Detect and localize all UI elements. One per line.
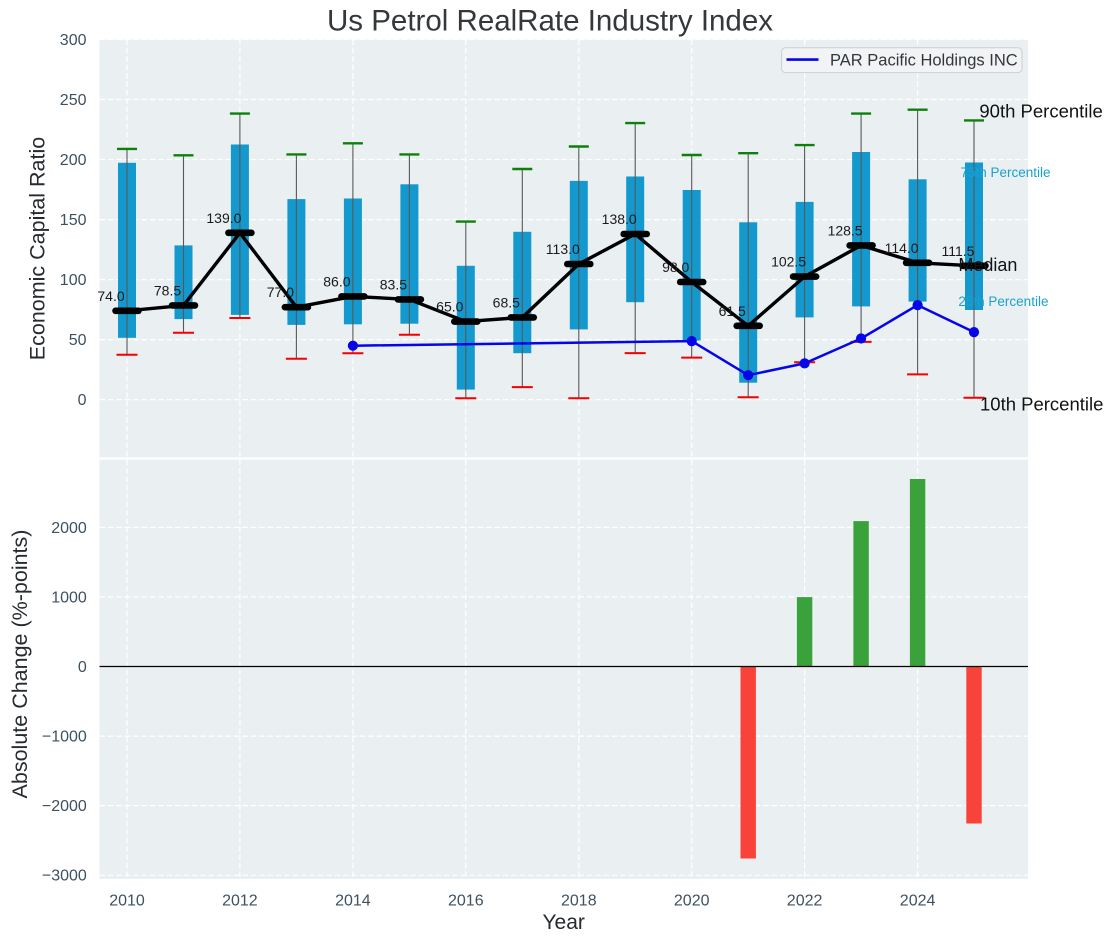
svg-text:2012: 2012 — [222, 893, 258, 910]
svg-text:2020: 2020 — [674, 893, 710, 910]
svg-text:2022: 2022 — [787, 893, 823, 910]
svg-text:−2000: −2000 — [42, 798, 87, 815]
svg-text:1000: 1000 — [51, 589, 87, 606]
svg-text:−3000: −3000 — [42, 868, 87, 885]
svg-text:102.5: 102.5 — [771, 254, 806, 270]
svg-text:65.0: 65.0 — [436, 299, 463, 315]
svg-text:0: 0 — [78, 659, 87, 676]
svg-text:0: 0 — [78, 392, 87, 409]
svg-text:61.5: 61.5 — [719, 303, 746, 319]
svg-text:75th Percentile: 75th Percentile — [961, 165, 1051, 180]
svg-text:10th Percentile: 10th Percentile — [980, 394, 1103, 415]
svg-text:−1000: −1000 — [42, 729, 87, 746]
svg-text:150: 150 — [60, 212, 87, 229]
svg-text:2014: 2014 — [335, 893, 371, 910]
svg-text:Median: Median — [958, 255, 1017, 275]
svg-text:2016: 2016 — [448, 893, 484, 910]
svg-text:Us Petrol RealRate Industry In: Us Petrol RealRate Industry Index — [327, 4, 773, 37]
svg-text:86.0: 86.0 — [323, 273, 350, 289]
svg-text:113.0: 113.0 — [546, 241, 580, 257]
svg-text:83.5: 83.5 — [380, 276, 407, 292]
svg-text:98.0: 98.0 — [662, 259, 689, 275]
svg-text:77.0: 77.0 — [267, 284, 294, 300]
svg-text:300: 300 — [60, 32, 87, 49]
svg-text:250: 250 — [60, 92, 87, 109]
svg-text:111.5: 111.5 — [942, 243, 975, 259]
svg-text:25th Percentile: 25th Percentile — [958, 294, 1048, 309]
svg-text:2018: 2018 — [561, 893, 597, 910]
svg-text:90th Percentile: 90th Percentile — [979, 100, 1102, 121]
svg-text:Economic Capital Ratio: Economic Capital Ratio — [26, 137, 50, 361]
svg-text:100: 100 — [60, 272, 87, 289]
svg-text:200: 200 — [60, 152, 87, 169]
svg-text:128.5: 128.5 — [828, 222, 863, 238]
svg-text:Absolute Change (%-points): Absolute Change (%-points) — [8, 530, 32, 799]
svg-text:Year: Year — [542, 911, 584, 934]
svg-text:PAR Pacific Holdings INC: PAR Pacific Holdings INC — [830, 51, 1018, 69]
svg-text:139.0: 139.0 — [206, 210, 241, 226]
svg-text:2000: 2000 — [51, 520, 87, 537]
svg-text:74.0: 74.0 — [97, 288, 124, 304]
svg-text:78.5: 78.5 — [154, 282, 181, 298]
svg-text:2010: 2010 — [109, 893, 145, 910]
svg-text:2024: 2024 — [900, 893, 936, 910]
svg-text:50: 50 — [69, 332, 87, 349]
svg-text:68.5: 68.5 — [493, 294, 520, 310]
svg-text:114.0: 114.0 — [885, 240, 919, 256]
svg-text:138.0: 138.0 — [602, 211, 637, 227]
